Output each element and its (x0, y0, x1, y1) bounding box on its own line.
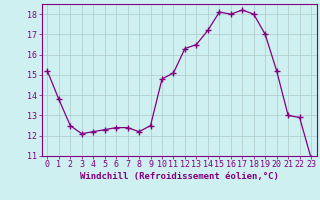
X-axis label: Windchill (Refroidissement éolien,°C): Windchill (Refroidissement éolien,°C) (80, 172, 279, 181)
